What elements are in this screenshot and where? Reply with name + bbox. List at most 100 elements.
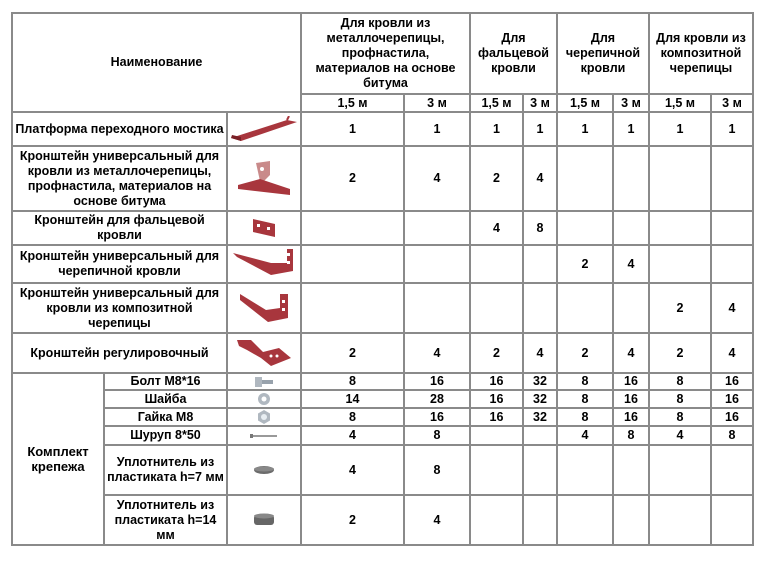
quantity-cell: 8 [648,407,712,427]
quantity-cell: 14 [300,389,405,409]
quantity-cell: 8 [403,425,471,446]
quantity-cell: 16 [612,389,650,409]
item-name: Кронштейн для фальцевой кровли [11,210,228,246]
kit-item-image [226,494,302,546]
quantity-cell: 4 [710,332,754,374]
header-group: Для кровли из металлочерепицы, профнасти… [300,12,471,95]
quantity-cell: 4 [469,210,524,246]
quantity-cell: 4 [403,145,471,212]
item-name: Кронштейн универсальный для кровли из ко… [11,282,228,334]
quantity-cell [710,444,754,496]
quantity-cell: 16 [612,407,650,427]
kit-item-name: Болт М8*16 [103,372,228,391]
quantity-cell [300,244,405,284]
quantity-cell [556,494,614,546]
quantity-cell [522,282,558,334]
quantity-cell: 16 [612,372,650,391]
quantity-cell: 8 [556,407,614,427]
quantity-cell: 4 [556,425,614,446]
quantity-cell: 8 [300,407,405,427]
kit-item-name: Шуруп 8*50 [103,425,228,446]
quantity-cell: 8 [522,210,558,246]
kit-item-name: Шайба [103,389,228,409]
quantity-cell [612,282,650,334]
quantity-cell [403,282,471,334]
bracket-adjustable-icon [229,336,299,370]
quantity-cell: 4 [300,444,405,496]
quantity-cell [612,210,650,246]
quantity-cell: 8 [556,389,614,409]
quantity-cell [710,210,754,246]
kit-item-image [226,407,302,427]
item-name: Кронштейн универсальный для черепичной к… [11,244,228,284]
kit-item-image [226,425,302,446]
kit-item-image [226,372,302,391]
quantity-cell: 1 [648,111,712,147]
quantity-cell: 4 [403,494,471,546]
quantity-cell: 8 [556,372,614,391]
quantity-cell: 2 [300,145,405,212]
quantity-cell [556,282,614,334]
header-length: 1,5 м [469,93,524,113]
table-row: Платформа переходного мостика 1 1 1 1 1 1 1 1 [11,111,754,147]
quantity-cell: 2 [648,332,712,374]
quantity-cell: 2 [300,332,405,374]
table-row: Уплотнитель из пластиката h=7 мм 4 8 [12,444,754,496]
header-group: Для фальцевой кровли [469,12,558,95]
quantity-cell: 1 [469,111,524,147]
header-length: 3 м [522,93,558,113]
kit-item-name: Уплотнитель из пластиката h=7 мм [103,444,228,496]
header-length: 1,5 м [300,93,405,113]
table-row: Шайба 14 28 16 32 8 16 8 16 [12,389,754,409]
quantity-cell [469,282,524,334]
quantity-cell: 4 [403,332,471,374]
quantity-cell [522,444,558,496]
quantity-cell: 4 [522,145,558,212]
quantity-cell [522,494,558,546]
quantity-cell [469,244,524,284]
bracket-composite-icon [229,288,299,328]
quantity-cell: 8 [300,372,405,391]
quantity-cell: 8 [648,389,712,409]
item-image [226,111,302,147]
quantity-cell [300,282,405,334]
quantity-cell: 1 [612,111,650,147]
seal-thin-icon [229,465,299,475]
quantity-cell: 4 [522,332,558,374]
bolt-icon [229,376,299,388]
quantity-cell: 16 [710,389,754,409]
table-row: Комплект крепежа Болт М8*16 8 16 16 32 8 16 8 16 [11,372,754,546]
platform-icon [229,116,299,142]
quantity-cell: 32 [522,407,558,427]
header-length: 1,5 м [556,93,614,113]
kit-item-image [226,444,302,496]
quantity-cell [556,210,614,246]
kit-label: Комплект крепежа [11,372,105,546]
quantity-cell [648,244,712,284]
item-image [226,145,302,212]
quantity-cell: 16 [469,389,524,409]
quantity-cell: 4 [612,332,650,374]
table-row: Уплотнитель из пластиката h=14 мм 2 4 [12,494,754,546]
quantity-cell: 8 [403,444,471,496]
table-row: Кронштейн для фальцевой кровли 4 8 [11,210,754,246]
quantity-cell [648,210,712,246]
table-row: Кронштейн универсальный для кровли из ме… [11,145,754,212]
item-image [226,282,302,334]
washer-icon [229,392,299,406]
quantity-cell [556,444,614,496]
item-image [226,244,302,284]
quantity-cell: 1 [403,111,471,147]
quantity-cell [469,444,524,496]
quantity-cell: 2 [469,332,524,374]
quantity-cell: 16 [403,407,471,427]
table-row: Кронштейн регулировочный 2 4 2 4 2 4 2 4 [11,332,754,374]
quantity-cell: 1 [710,111,754,147]
quantity-cell: 2 [300,494,405,546]
item-name: Кронштейн универсальный для кровли из ме… [11,145,228,212]
quantity-cell [469,425,524,446]
quantity-cell: 16 [710,407,754,427]
quantity-cell: 1 [556,111,614,147]
quantity-cell: 8 [612,425,650,446]
